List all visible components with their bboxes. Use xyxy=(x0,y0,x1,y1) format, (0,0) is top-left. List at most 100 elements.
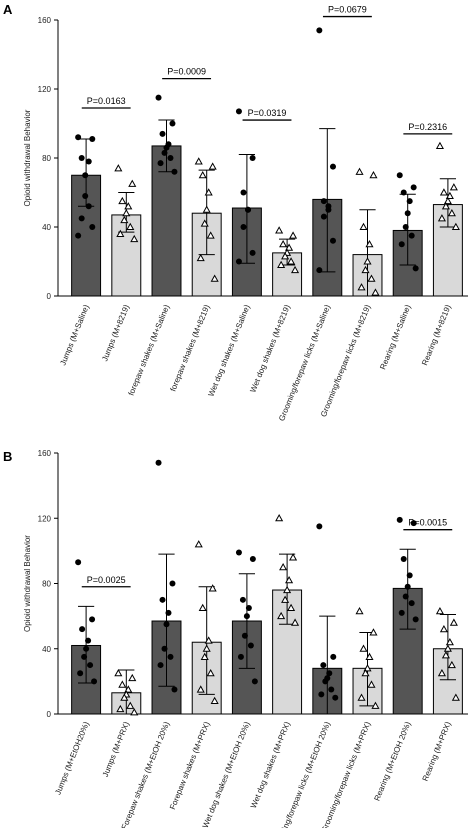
data-point-circle xyxy=(408,600,415,607)
data-point-triangle xyxy=(128,673,137,682)
data-point-circle xyxy=(82,192,89,199)
y-tick-label: 120 xyxy=(38,85,52,94)
data-point-triangle xyxy=(359,644,368,652)
p-value-label: P=0.2316 xyxy=(408,122,447,132)
data-point-circle xyxy=(408,232,415,239)
data-point-triangle xyxy=(208,162,217,170)
y-axis-title: Opioid withdrawal Behavior xyxy=(23,535,32,632)
data-point-triangle xyxy=(206,668,215,677)
data-point-triangle xyxy=(445,637,454,646)
data-point-circle xyxy=(316,523,323,530)
data-point-circle xyxy=(235,549,242,556)
data-point-triangle xyxy=(122,208,131,217)
x-category-label: forepaw shakes (M+8219) xyxy=(168,303,211,393)
data-point-circle xyxy=(75,559,82,566)
x-category-label: Rearing (M+PRX) xyxy=(421,720,453,782)
data-point-triangle xyxy=(363,664,372,672)
data-point-triangle xyxy=(116,704,125,713)
data-point-circle xyxy=(402,224,409,230)
data-point-circle xyxy=(325,206,332,213)
p-value-label: P=0.0679 xyxy=(328,5,367,15)
data-point-triangle xyxy=(369,628,378,636)
data-point-circle xyxy=(171,168,178,175)
data-point-triangle xyxy=(206,231,215,239)
data-point-circle xyxy=(235,108,242,115)
data-point-circle xyxy=(89,136,96,143)
data-point-triangle xyxy=(277,260,286,269)
data-point-triangle xyxy=(445,191,454,200)
data-point-triangle xyxy=(355,607,364,615)
data-point-circle xyxy=(412,616,419,623)
data-point-circle xyxy=(167,653,174,660)
p-value-label: P=0.0025 xyxy=(87,575,126,585)
data-point-triangle xyxy=(439,624,448,633)
data-point-triangle xyxy=(279,562,288,571)
data-point-circle xyxy=(78,215,85,222)
data-point-circle xyxy=(241,632,248,639)
data-point-circle xyxy=(163,144,170,151)
data-point-circle xyxy=(400,556,407,563)
data-point-circle xyxy=(396,172,403,179)
data-point-circle xyxy=(245,206,252,213)
p-value-label: P=0.0163 xyxy=(87,96,126,106)
y-axis-title: Opioid withdrawal Behavior xyxy=(23,109,32,206)
data-point-circle xyxy=(82,172,89,179)
y-tick-label: 120 xyxy=(38,514,52,523)
bar xyxy=(432,204,463,297)
data-point-triangle xyxy=(128,179,137,187)
data-point-triangle xyxy=(367,274,376,282)
data-point-circle xyxy=(161,149,168,156)
data-point-triangle xyxy=(371,701,380,709)
data-point-circle xyxy=(159,130,166,137)
data-point-circle xyxy=(402,593,409,600)
data-point-triangle xyxy=(196,685,205,693)
data-point-circle xyxy=(91,678,98,685)
data-point-circle xyxy=(332,694,339,701)
data-point-triangle xyxy=(204,636,213,644)
data-point-triangle xyxy=(275,226,284,234)
data-point-circle xyxy=(316,267,323,274)
data-point-triangle xyxy=(449,183,458,191)
chart-panel-a: 0 40 80 120 160 Opioid withdrawal Behavior Jum… xyxy=(23,5,468,422)
data-point-triangle xyxy=(357,693,366,701)
data-point-triangle xyxy=(355,167,364,175)
data-point-triangle xyxy=(283,585,292,594)
panel-label-b: B xyxy=(3,449,12,464)
data-point-triangle xyxy=(277,611,286,620)
data-point-circle xyxy=(240,224,247,230)
panel-label-a: A xyxy=(3,2,13,17)
data-point-triangle xyxy=(291,618,300,626)
data-point-circle xyxy=(169,120,176,127)
y-tick-label: 80 xyxy=(42,580,51,589)
data-point-triangle xyxy=(196,253,205,262)
data-point-triangle xyxy=(435,607,444,615)
y-tick-label: 40 xyxy=(42,223,51,232)
data-point-triangle xyxy=(357,283,366,291)
x-category-label: Rearing (M+EtOH 20%) xyxy=(372,720,412,802)
data-point-circle xyxy=(240,189,247,196)
data-point-triangle xyxy=(287,603,296,612)
data-point-triangle xyxy=(130,708,139,716)
data-point-triangle xyxy=(285,243,294,251)
data-point-circle xyxy=(329,163,336,170)
p-value-label: P=0.0009 xyxy=(167,67,206,77)
data-point-circle xyxy=(412,265,419,272)
data-point-circle xyxy=(157,662,164,669)
data-point-circle xyxy=(169,580,176,587)
data-point-triangle xyxy=(208,584,217,592)
data-point-triangle xyxy=(367,680,376,688)
data-point-circle xyxy=(89,224,96,230)
data-point-triangle xyxy=(365,652,374,660)
y-tick-label: 160 xyxy=(38,16,52,25)
data-point-circle xyxy=(75,232,82,239)
x-category-label: forepaw shakes (M+Saline) xyxy=(127,303,172,397)
data-point-triangle xyxy=(118,680,127,688)
data-point-triangle xyxy=(130,234,139,243)
x-category-label: Jumps (M+8219) xyxy=(100,303,131,363)
p-value-label: P=0.0015 xyxy=(408,518,447,528)
data-point-circle xyxy=(318,691,325,698)
chart-panel-b: 0 40 80 120 160 Opioid withdrawal Behavior Jum… xyxy=(23,449,468,828)
x-category-label: Wet dog shakes (M+EtOH 20%) xyxy=(201,720,252,828)
data-point-triangle xyxy=(204,188,213,196)
